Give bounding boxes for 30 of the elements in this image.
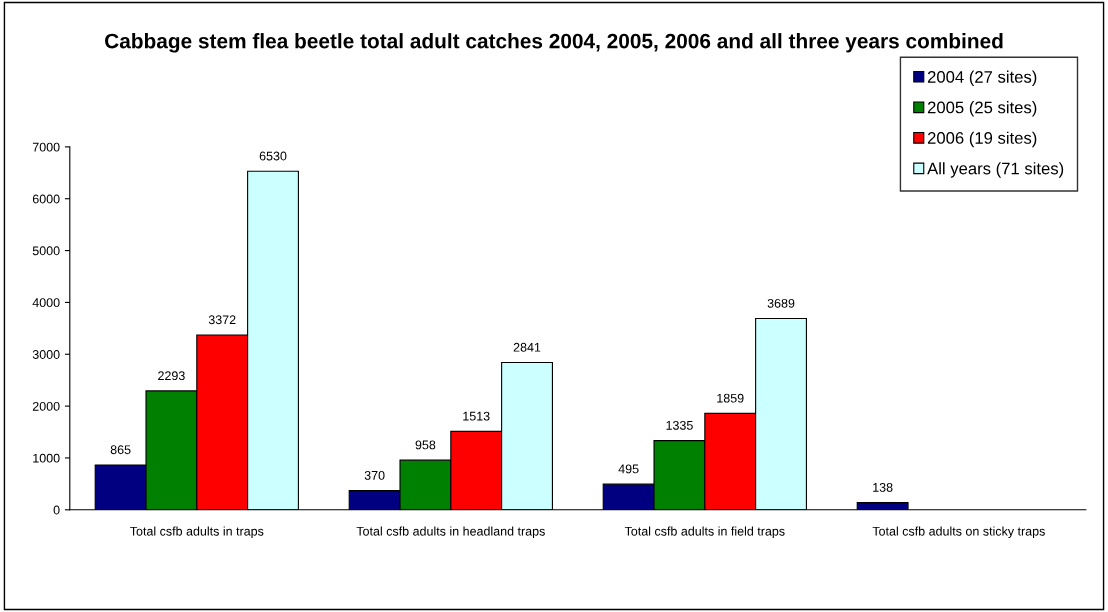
data-label: 138 — [873, 482, 893, 492]
chart-title: Cabbage stem flea beetle total adult catches 2004, 2005, 2006 and all three years combined — [105, 33, 1003, 53]
data-label: 865 — [110, 445, 131, 455]
data-label: 3689 — [767, 298, 795, 308]
legend-label: 2004 (27 sites) — [927, 70, 1037, 87]
data-label: 6530 — [259, 151, 287, 161]
y-tick-label: 6000 — [32, 194, 60, 204]
legend-label: 2005 (25 sites) — [927, 101, 1037, 117]
y-tick-label: 7000 — [32, 142, 60, 152]
y-tick-label: 4000 — [32, 298, 60, 308]
data-label: 370 — [364, 470, 385, 480]
data-label: 3372 — [208, 315, 236, 325]
y-tick-label: 5000 — [32, 246, 60, 256]
data-label: 1859 — [717, 393, 744, 403]
y-tick-label: 1000 — [33, 453, 60, 463]
x-tick-label: Total csfb adults in traps — [130, 526, 264, 539]
data-label: 1513 — [463, 411, 490, 421]
y-tick-label: 3000 — [32, 350, 60, 359]
data-label: 958 — [415, 440, 436, 450]
legend-label: All years (71 sites) — [927, 162, 1064, 178]
x-tick-label: Total csfb adults in headland traps — [356, 526, 545, 539]
legend-label: 2006 (19 sites) — [927, 131, 1037, 148]
data-label: 2293 — [158, 371, 185, 381]
x-tick-label: Total csfb adults in field traps — [624, 526, 785, 539]
y-tick-label: 2000 — [32, 401, 60, 411]
data-label: 2841 — [513, 342, 541, 352]
data-label: 1335 — [666, 420, 693, 430]
y-tick-label: 0 — [53, 505, 60, 515]
x-tick-label: Total csfb adults on sticky traps — [872, 526, 1045, 539]
data-label: 495 — [618, 464, 639, 474]
